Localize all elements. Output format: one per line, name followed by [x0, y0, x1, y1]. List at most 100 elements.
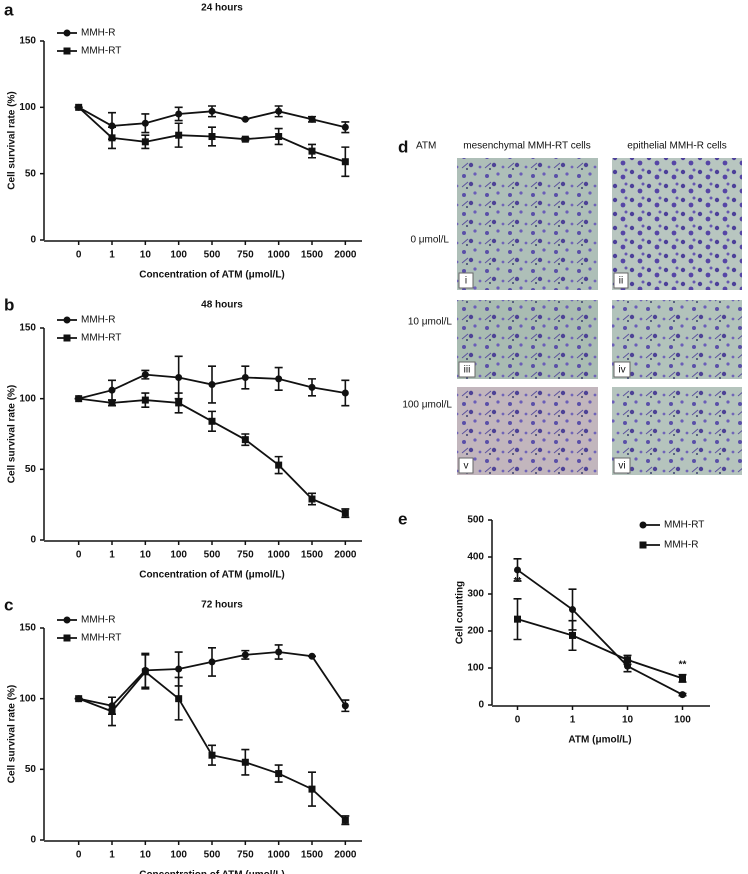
panel-letter: b: [4, 295, 14, 314]
marker: [341, 158, 349, 166]
marker: [275, 375, 283, 383]
micrograph-cells: [457, 387, 598, 475]
x-tick-label: 500: [204, 850, 221, 861]
marker: [275, 770, 283, 778]
x-tick-label: 0: [76, 850, 82, 861]
marker: [624, 656, 631, 664]
y-tick-label: 150: [19, 323, 36, 334]
x-tick-label: 500: [204, 550, 221, 561]
marker: [308, 785, 316, 793]
marker: [141, 371, 149, 379]
x-tick-label: 1500: [301, 850, 324, 861]
chart-title: 48 hours: [201, 300, 243, 311]
marker: [341, 702, 349, 710]
y-axis-label: Cell survival rate (%): [7, 685, 18, 783]
legend-marker: [63, 334, 71, 342]
x-tick-label: 2000: [334, 550, 357, 561]
marker: [175, 131, 183, 139]
marker: [208, 658, 216, 666]
y-axis-label: Cell survival rate (%): [7, 385, 18, 483]
x-tick-label: 10: [140, 850, 152, 861]
marker: [514, 615, 521, 623]
x-tick-label: 0: [76, 550, 82, 561]
annotation: **: [514, 576, 522, 587]
marker: [308, 652, 316, 660]
y-tick-label: 100: [19, 393, 36, 404]
x-tick-label: 750: [237, 850, 254, 861]
label-box: [613, 457, 631, 474]
marker: [275, 461, 283, 469]
marker: [108, 707, 116, 715]
marker: [108, 134, 116, 142]
marker: [175, 399, 183, 407]
y-tick-label: 50: [25, 764, 37, 775]
label-box: [458, 457, 474, 474]
row-label: 100 μmol/L: [402, 400, 452, 411]
marker: [141, 138, 149, 146]
x-tick-label: 500: [204, 250, 221, 261]
image-label: vi: [618, 461, 625, 472]
marker: [514, 566, 521, 574]
marker: [208, 381, 216, 389]
legend-marker: [63, 29, 71, 37]
x-tick-label: 100: [674, 715, 691, 726]
marker: [208, 751, 216, 759]
x-tick-label: 1: [109, 850, 115, 861]
line: [517, 618, 683, 680]
legend-label: MMH-R: [81, 28, 115, 39]
marker: [341, 123, 349, 131]
label-box: [458, 272, 474, 289]
image-label: i: [465, 276, 467, 287]
image-label: ii: [619, 276, 623, 287]
image-label: iii: [464, 365, 471, 376]
image-label: iv: [618, 365, 625, 376]
x-tick-label: 1500: [301, 550, 324, 561]
marker: [141, 396, 149, 404]
x-tick-label: 2000: [334, 850, 357, 861]
panel-letter: e: [398, 509, 407, 528]
y-tick-label: 150: [19, 623, 36, 634]
y-tick-label: 50: [25, 464, 37, 475]
row-label: 10 μmol/L: [408, 317, 453, 328]
marker: [275, 648, 283, 656]
label-box: [458, 361, 476, 378]
marker: [275, 107, 283, 115]
y-axis-label: Cell survival rate (%): [7, 91, 18, 189]
marker: [175, 665, 183, 673]
micrograph-cells: [612, 158, 742, 290]
marker: [679, 674, 686, 682]
micrograph-cells: [457, 158, 598, 290]
marker: [241, 373, 249, 381]
marker: [569, 631, 576, 639]
y-tick-label: 200: [467, 626, 484, 637]
micrograph-cells: [612, 387, 742, 475]
x-tick-label: 100: [170, 550, 187, 561]
x-tick-label: 1000: [268, 250, 291, 261]
x-tick-label: 100: [170, 250, 187, 261]
marker: [75, 695, 83, 703]
marker: [569, 606, 576, 614]
legend-marker: [63, 634, 71, 642]
legend-marker: [63, 316, 71, 324]
marker: [241, 758, 249, 766]
x-axis-label: Concentration of ATM (μmol/L): [139, 570, 285, 581]
x-tick-label: 100: [170, 850, 187, 861]
x-tick-label: 1000: [268, 850, 291, 861]
column-label: mesenchymal MMH-RT cells: [463, 141, 590, 152]
legend-label: MMH-RT: [81, 333, 121, 344]
y-tick-label: 100: [19, 693, 36, 704]
x-axis-label: Concentration of ATM (μmol/L): [139, 270, 285, 281]
panel-letter: a: [4, 0, 14, 19]
x-tick-label: 1000: [268, 550, 291, 561]
marker: [341, 816, 349, 824]
legend-label: MMH-RT: [664, 520, 704, 531]
legend-marker: [63, 47, 71, 55]
x-tick-label: 2000: [334, 250, 357, 261]
panel-letter: c: [4, 595, 13, 614]
marker: [241, 436, 249, 444]
line: [516, 569, 683, 696]
marker: [241, 651, 249, 659]
marker: [75, 103, 83, 111]
annotation: **: [679, 659, 687, 670]
micrograph-cells: [457, 300, 598, 379]
